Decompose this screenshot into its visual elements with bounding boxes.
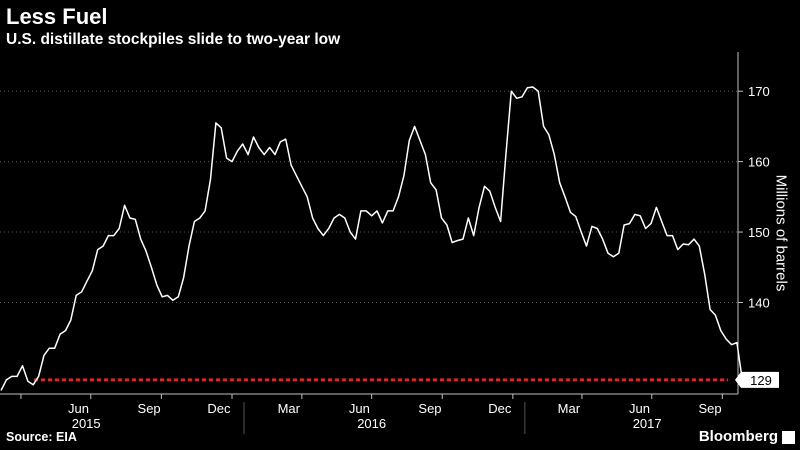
- chart-title: Less Fuel: [6, 4, 108, 29]
- y-axis-label: Millions of barrels: [772, 174, 790, 292]
- x-tick-label: Sep: [138, 401, 161, 416]
- value-callout-label: 129: [750, 373, 772, 388]
- x-year-label: 2015: [72, 416, 101, 431]
- x-tick-label: Jun: [349, 401, 370, 416]
- brand-mark-icon: [782, 431, 795, 444]
- y-tick-label: 150: [748, 225, 770, 240]
- x-tick-label: Jun: [629, 401, 650, 416]
- x-tick-label: Mar: [278, 401, 301, 416]
- x-tick-label: Dec: [488, 401, 512, 416]
- x-tick-label: Sep: [699, 401, 722, 416]
- brand-logo: Bloomberg: [698, 428, 778, 445]
- series-line: [0, 86, 744, 391]
- source-note: Source: EIA: [6, 430, 77, 444]
- value-callout-box: [735, 371, 779, 388]
- x-tick-label: Jun: [68, 401, 89, 416]
- x-tick-label: Sep: [418, 401, 441, 416]
- x-year-label: 2017: [633, 416, 662, 431]
- y-tick-label: 160: [748, 155, 770, 170]
- x-tick-label: Dec: [207, 401, 231, 416]
- y-tick-label: 140: [748, 295, 770, 310]
- x-tick-label: Mar: [558, 401, 581, 416]
- y-tick-label: 170: [748, 84, 770, 99]
- chart-subtitle: U.S. distillate stockpiles slide to two-…: [6, 31, 341, 48]
- x-year-label: 2016: [357, 416, 386, 431]
